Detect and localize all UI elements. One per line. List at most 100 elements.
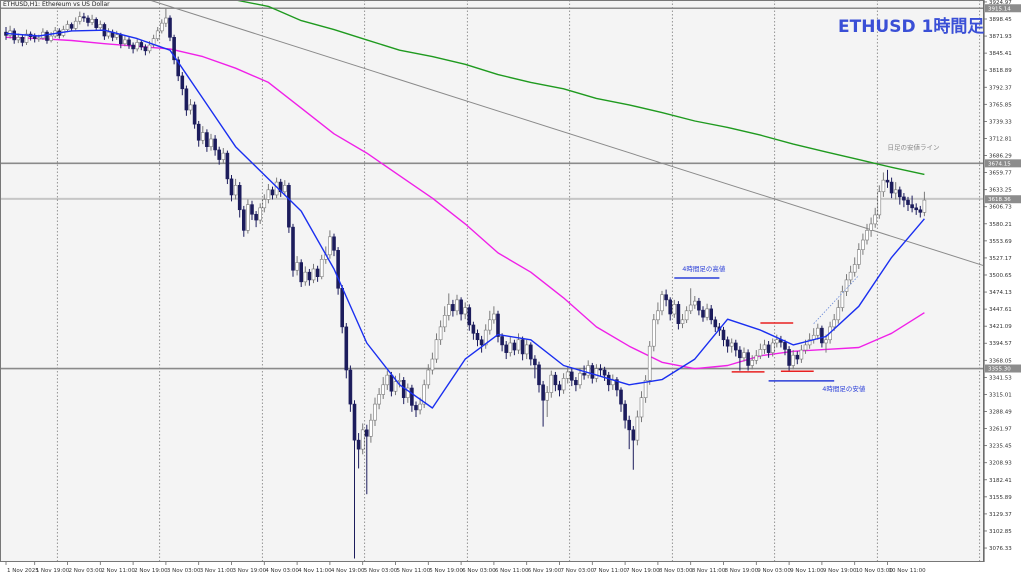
y-axis-tick-label: 3368.05 <box>989 358 1012 364</box>
candle-body <box>516 339 521 351</box>
candle-bullish <box>65 20 70 33</box>
candle-body <box>869 223 873 231</box>
candle-bullish <box>418 397 422 415</box>
candle-body <box>262 199 267 209</box>
candle-body <box>647 345 652 381</box>
candle-bearish <box>213 135 217 156</box>
candle-bearish <box>528 342 533 366</box>
x-axis-tick-label: 5 Nov 11:00 <box>397 568 431 574</box>
annotation-label: 4時間足の高値 <box>682 264 726 273</box>
x-axis-tick-label: 10 Nov 11:00 <box>889 568 927 574</box>
candle-bearish <box>918 205 923 218</box>
candle-body <box>651 319 656 347</box>
candle-body <box>438 326 443 341</box>
x-axis-tick-label: 6 Nov 11:00 <box>495 568 529 574</box>
candle-body <box>332 236 336 251</box>
candle-body <box>557 384 562 391</box>
y-axis-tick-label: 3818.89 <box>989 68 1012 74</box>
y-axis-tick-label: 3208.93 <box>989 461 1012 467</box>
candle-body <box>820 327 824 344</box>
candle-bullish <box>303 266 308 286</box>
candle-bullish <box>385 370 390 390</box>
candle-bullish <box>873 207 878 228</box>
candle-body <box>24 33 29 43</box>
current-price-tag <box>985 195 1021 204</box>
candle-body <box>541 384 545 401</box>
candle-bullish <box>635 410 640 446</box>
candle-bearish <box>287 182 291 233</box>
candle-body <box>852 264 857 273</box>
candle-bearish <box>615 377 619 397</box>
y-axis-tick-label: 3739.33 <box>989 119 1012 125</box>
candle-bearish <box>619 387 623 412</box>
candle-bullish <box>381 377 386 399</box>
candle-bearish <box>471 321 476 340</box>
candle-bearish <box>496 310 500 343</box>
candle-body <box>643 379 648 398</box>
candle-body <box>615 379 619 391</box>
candle-body <box>188 104 193 111</box>
candle-bearish <box>537 361 541 393</box>
candle-body <box>692 300 697 306</box>
candle-body <box>114 34 119 38</box>
candle-bullish <box>869 217 873 237</box>
y-axis-tick-label: 3686.29 <box>989 154 1012 160</box>
candle-bearish <box>94 17 98 31</box>
candle-bearish <box>889 177 894 199</box>
candle-bullish <box>578 368 582 389</box>
candle-body <box>475 333 480 341</box>
candle-bearish <box>668 297 673 321</box>
candle-body <box>783 342 787 350</box>
candle-bearish <box>237 182 242 218</box>
candle-body <box>889 181 894 194</box>
x-axis-tick-label: 1 Nov 19:00 <box>36 568 70 574</box>
candle-body <box>623 403 627 421</box>
candle-body <box>565 371 570 379</box>
annotation-label: 4時間足の安値 <box>822 384 866 393</box>
y-axis-tick-label: 3394.57 <box>989 341 1012 347</box>
candle-bullish <box>754 350 759 365</box>
candle-body <box>738 349 742 359</box>
candle-bullish <box>123 36 127 47</box>
x-axis-tick-label: 8 Nov 11:00 <box>692 568 726 574</box>
candle-body <box>303 271 308 283</box>
candle-body <box>369 419 373 437</box>
candle-bullish <box>651 314 656 352</box>
candle-body <box>848 271 853 281</box>
candle-bearish <box>504 341 509 360</box>
candle-body <box>902 196 906 201</box>
candle-bearish <box>902 193 906 208</box>
candle-bearish <box>557 380 562 397</box>
x-axis-tick-label: 3 Nov 11:00 <box>200 568 234 574</box>
candle-bearish <box>242 205 246 237</box>
candle-bearish <box>733 339 738 357</box>
candle-bearish <box>410 384 414 412</box>
candle-body <box>561 378 566 391</box>
candle-bullish <box>893 182 898 200</box>
current-price-tag-label: 3618.36 <box>988 197 1011 203</box>
candle-bullish <box>405 383 410 403</box>
candle-body <box>86 17 90 23</box>
x-axis-tick-label: 3 Nov 19:00 <box>233 568 267 574</box>
candle-body <box>397 379 402 382</box>
candle-body <box>733 342 738 351</box>
candle-body <box>282 185 287 193</box>
candle-body <box>196 123 201 141</box>
current-price-tag <box>985 159 1021 168</box>
candle-body <box>49 35 53 41</box>
candle-body <box>356 439 361 450</box>
candle-bearish <box>184 85 189 116</box>
candle-bearish <box>533 355 537 379</box>
candle-body <box>237 185 242 211</box>
candle-body <box>893 189 898 194</box>
candle-bullish <box>688 288 693 315</box>
candle-body <box>545 392 550 401</box>
candle-bearish <box>32 33 37 43</box>
candle-body <box>537 364 541 386</box>
candle-body <box>914 207 919 211</box>
candle-bearish <box>168 15 172 42</box>
candle-body <box>348 369 353 405</box>
candle-bullish <box>233 178 238 200</box>
candle-body <box>676 304 681 324</box>
candle-body <box>656 310 660 321</box>
